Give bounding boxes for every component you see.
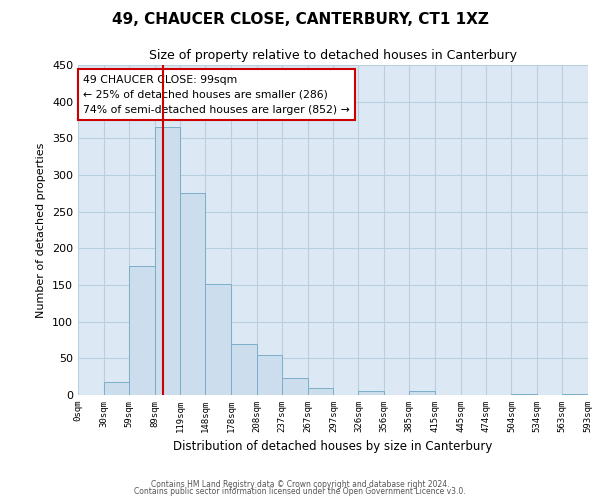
Bar: [104, 382, 129, 395]
Bar: [129, 266, 155, 395]
Text: Contains public sector information licensed under the Open Government Licence v3: Contains public sector information licen…: [134, 487, 466, 496]
Bar: [205, 284, 231, 395]
Bar: [155, 128, 181, 395]
Bar: [562, 394, 588, 395]
Bar: [282, 378, 308, 395]
X-axis label: Distribution of detached houses by size in Canterbury: Distribution of detached houses by size …: [173, 440, 493, 454]
Title: Size of property relative to detached houses in Canterbury: Size of property relative to detached ho…: [149, 50, 517, 62]
Text: 49 CHAUCER CLOSE: 99sqm
← 25% of detached houses are smaller (286)
74% of semi-d: 49 CHAUCER CLOSE: 99sqm ← 25% of detache…: [83, 75, 350, 114]
Bar: [257, 354, 282, 395]
Text: 49, CHAUCER CLOSE, CANTERBURY, CT1 1XZ: 49, CHAUCER CLOSE, CANTERBURY, CT1 1XZ: [112, 12, 488, 28]
Bar: [511, 394, 537, 395]
Bar: [308, 388, 334, 395]
Bar: [358, 390, 384, 395]
Text: Contains HM Land Registry data © Crown copyright and database right 2024.: Contains HM Land Registry data © Crown c…: [151, 480, 449, 489]
Bar: [231, 344, 257, 395]
Bar: [409, 390, 435, 395]
Y-axis label: Number of detached properties: Number of detached properties: [37, 142, 46, 318]
Bar: [181, 194, 205, 395]
